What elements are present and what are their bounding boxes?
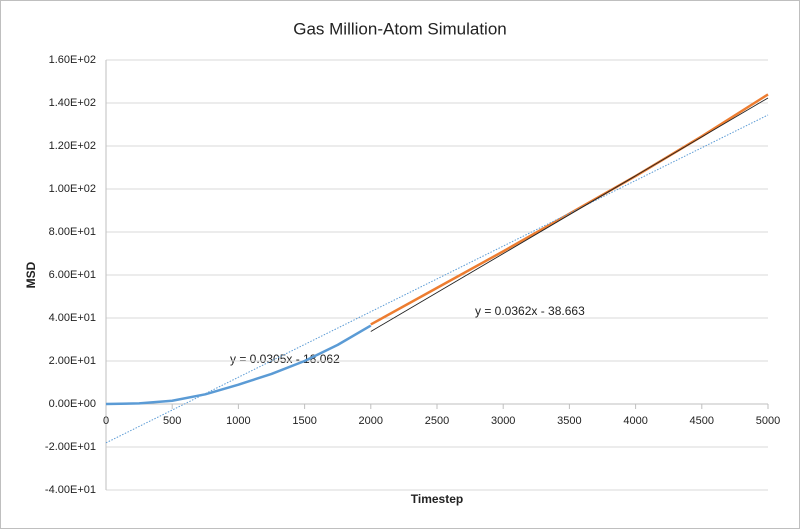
y-tick-label: -4.00E+01	[45, 484, 96, 496]
x-tick-label: 4000	[623, 415, 647, 427]
x-tick-label: 500	[163, 415, 181, 427]
y-tick-label: 2.00E+01	[49, 355, 96, 367]
x-tick-label: 1000	[226, 415, 250, 427]
y-tick-label: 1.60E+02	[49, 54, 96, 66]
y-tick-label: 4.00E+01	[49, 312, 96, 324]
x-tick-label: 3000	[491, 415, 515, 427]
trendline-equation: y = 0.0305x - 18.062	[230, 352, 340, 366]
x-tick-label: 1500	[292, 415, 316, 427]
trendline	[370, 97, 769, 332]
y-tick-label: 6.00E+01	[49, 269, 96, 281]
x-tick-label: 2500	[425, 415, 449, 427]
trendline-equation: y = 0.0362x - 38.663	[475, 304, 585, 318]
y-tick-label: 1.00E+02	[49, 183, 96, 195]
x-tick-label: 2000	[359, 415, 383, 427]
x-tick-label: 3500	[557, 415, 581, 427]
data-line	[105, 324, 372, 406]
x-axis-title: Timestep	[411, 492, 463, 506]
y-tick-label: 8.00E+01	[49, 226, 96, 238]
y-tick-label: 1.20E+02	[49, 140, 96, 152]
x-tick-label: 5000	[756, 415, 780, 427]
chart-title: Gas Million-Atom Simulation	[293, 19, 507, 38]
x-tick-label: 4500	[690, 415, 714, 427]
y-tick-label: 1.40E+02	[49, 97, 96, 109]
y-tick-label: -2.00E+01	[45, 441, 96, 453]
trendline	[105, 114, 769, 444]
y-tick-label: 0.00E+00	[49, 398, 96, 410]
y-axis-title: MSD	[24, 261, 38, 288]
x-tick-label: 0	[103, 415, 109, 427]
